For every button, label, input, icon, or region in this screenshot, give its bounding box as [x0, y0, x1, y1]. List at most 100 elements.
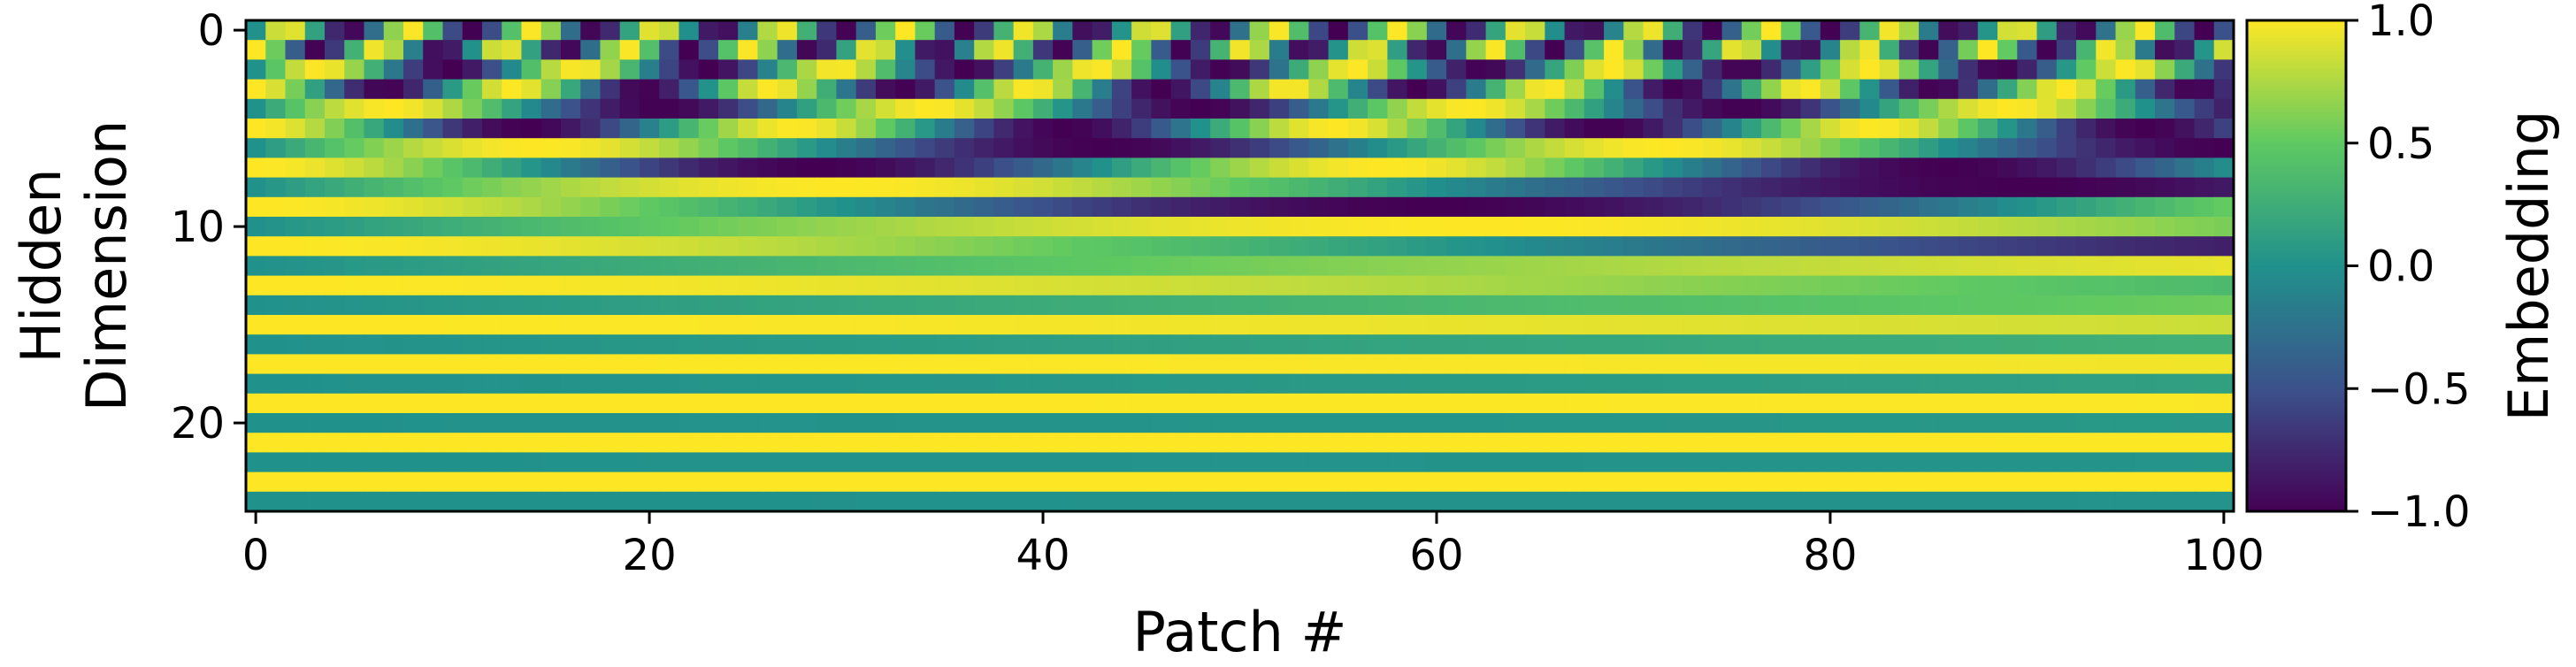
- heatmap-cell: [1525, 413, 1545, 433]
- heatmap-cell: [1210, 275, 1230, 296]
- heatmap-cell: [639, 256, 660, 277]
- heatmap-cell: [698, 59, 719, 80]
- heatmap-cell: [1741, 119, 1762, 139]
- heatmap-cell: [1446, 196, 1467, 218]
- heatmap-cell: [2096, 413, 2117, 433]
- heatmap-cell: [324, 98, 345, 119]
- heatmap-cell: [462, 354, 483, 375]
- heatmap-cell: [1800, 275, 1821, 296]
- heatmap-cell: [757, 79, 778, 100]
- heatmap-cell: [1702, 138, 1723, 158]
- heatmap-cell: [1505, 177, 1526, 198]
- heatmap-cell: [1368, 452, 1388, 473]
- heatmap-cell: [1426, 177, 1447, 198]
- heatmap-cell: [442, 157, 464, 179]
- heatmap-cell: [1328, 393, 1349, 414]
- heatmap-cell: [2036, 79, 2058, 100]
- heatmap-cell: [738, 157, 759, 179]
- heatmap-cell: [1308, 433, 1330, 453]
- heatmap-cell: [1761, 295, 1782, 316]
- heatmap-cell: [1564, 20, 1585, 41]
- heatmap-cell: [1269, 334, 1290, 355]
- heatmap-cell: [1053, 373, 1073, 395]
- heatmap-cell: [1328, 138, 1349, 158]
- heatmap-cell: [1387, 98, 1408, 119]
- heatmap-cell: [521, 315, 542, 335]
- heatmap-cell: [1643, 59, 1664, 80]
- heatmap-cell: [600, 491, 621, 512]
- heatmap-cell: [246, 472, 266, 493]
- heatmap-cell: [1545, 256, 1566, 277]
- heatmap-cell: [1289, 138, 1309, 158]
- heatmap-cell: [1230, 472, 1251, 493]
- heatmap-cell: [481, 217, 502, 237]
- heatmap-cell: [836, 79, 857, 100]
- heatmap-cell: [1721, 138, 1743, 158]
- heatmap-cell: [619, 373, 640, 395]
- heatmap-cell: [1092, 79, 1113, 100]
- heatmap-cell: [1564, 157, 1585, 179]
- heatmap-cell: [285, 119, 306, 139]
- heatmap-cell: [1938, 433, 1959, 453]
- heatmap-cell: [678, 98, 700, 119]
- heatmap-cell: [1820, 20, 1841, 41]
- heatmap-cell: [777, 236, 798, 257]
- heatmap-cell: [1053, 177, 1073, 198]
- heatmap-cell: [521, 138, 542, 158]
- heatmap-cell: [1977, 98, 1998, 119]
- heatmap-cell: [836, 157, 857, 179]
- heatmap-cell: [1840, 413, 1860, 433]
- heatmap-cell: [2056, 413, 2077, 433]
- heatmap-cell: [1131, 138, 1152, 158]
- heatmap-cell: [2115, 20, 2136, 41]
- heatmap-cell: [1643, 119, 1664, 139]
- heatmap-cell: [1013, 373, 1034, 395]
- heatmap-cell: [2155, 20, 2175, 41]
- heatmap-cell: [442, 40, 464, 60]
- heatmap-cell: [717, 40, 739, 60]
- heatmap-cell: [1328, 413, 1349, 433]
- heatmap-cell: [1564, 433, 1585, 453]
- heatmap-cell: [717, 157, 739, 179]
- heatmap-cell: [796, 452, 817, 473]
- heatmap-cell: [1368, 20, 1388, 41]
- heatmap-cell: [738, 373, 759, 395]
- heatmap-cell: [1308, 157, 1330, 179]
- heatmap-cell: [265, 413, 287, 433]
- heatmap-cell: [364, 433, 385, 453]
- heatmap-cell: [304, 79, 326, 100]
- heatmap-cell: [934, 196, 955, 218]
- heatmap-cell: [344, 373, 365, 395]
- heatmap-cell: [1545, 98, 1566, 119]
- heatmap-cell: [1800, 138, 1821, 158]
- heatmap-cell: [796, 413, 817, 433]
- heatmap-cell: [1997, 354, 2018, 375]
- heatmap-cell: [265, 433, 287, 453]
- heatmap-cell: [1387, 138, 1408, 158]
- heatmap-cell: [423, 315, 444, 335]
- heatmap-cell: [1111, 177, 1132, 198]
- heatmap-cell: [1643, 98, 1664, 119]
- heatmap-cell: [993, 177, 1015, 198]
- heatmap-cell: [1466, 236, 1487, 257]
- heatmap-cell: [915, 334, 936, 355]
- heatmap-cell: [1564, 393, 1585, 414]
- heatmap-cell: [1702, 40, 1723, 60]
- heatmap-cell: [1151, 20, 1172, 41]
- heatmap-cell: [698, 98, 719, 119]
- heatmap-cell: [1683, 196, 1703, 218]
- heatmap-cell: [659, 413, 680, 433]
- heatmap-cell: [1210, 393, 1230, 414]
- heatmap-cell: [836, 20, 857, 41]
- heatmap-cell: [1564, 334, 1585, 355]
- heatmap-cell: [738, 295, 759, 316]
- heatmap-cell: [1761, 79, 1782, 100]
- x-tick-label: 80: [1803, 531, 1857, 580]
- heatmap-cell: [1859, 217, 1881, 237]
- heatmap-cell: [1347, 236, 1368, 257]
- heatmap-cell: [383, 491, 404, 512]
- heatmap-cell: [1111, 433, 1132, 453]
- heatmap-cell: [1249, 373, 1270, 395]
- heatmap-cell: [1092, 138, 1113, 158]
- heatmap-cell: [1170, 334, 1192, 355]
